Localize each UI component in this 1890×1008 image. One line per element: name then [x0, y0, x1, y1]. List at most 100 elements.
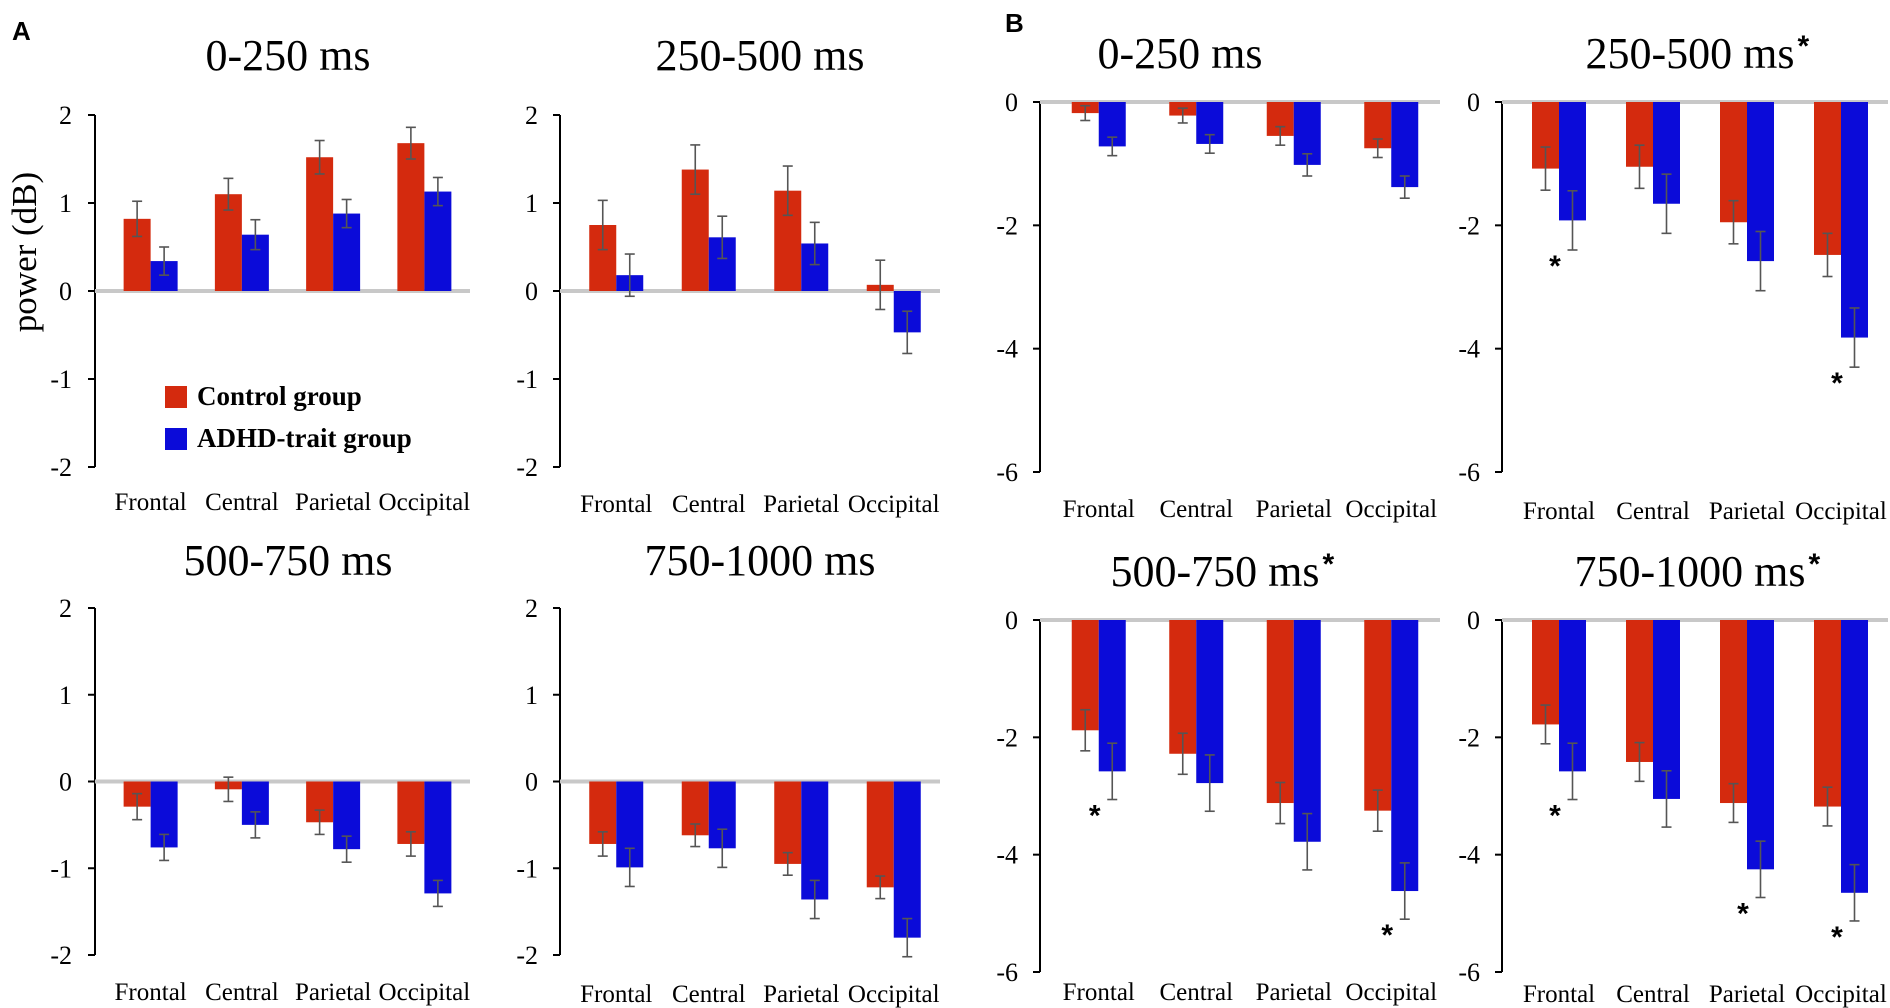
panel-label-b: B	[1005, 8, 1024, 38]
significance-asterisk: *	[1831, 921, 1843, 954]
y-tick-label: -2	[516, 453, 538, 482]
bar-control	[1266, 620, 1294, 804]
bar-adhd	[424, 191, 452, 291]
y-tick-label: -2	[996, 723, 1018, 752]
y-tick-label: -2	[1458, 723, 1480, 752]
x-category-label: Frontal	[115, 489, 187, 516]
title-significance-asterisk: *	[1323, 548, 1335, 581]
title-significance-asterisk: *	[1809, 548, 1821, 581]
x-category-label: Occipital	[1345, 979, 1437, 1006]
x-category-label: Occipital	[379, 979, 471, 1006]
chart-3: 500-750 ms 2 1 0 -1 -2 Frontal Central Parietal O…	[50, 536, 470, 1006]
bar-control	[1626, 620, 1653, 762]
x-category-label: Central	[672, 491, 746, 518]
significance-asterisk: *	[1549, 250, 1561, 283]
x-category-label: Central	[205, 489, 279, 516]
bar-adhd	[424, 781, 452, 894]
x-category-label: Parietal	[1256, 496, 1332, 523]
x-category-label: Parietal	[295, 489, 371, 516]
bar-adhd	[1653, 620, 1680, 799]
chart-title: 0-250 ms	[1098, 29, 1263, 78]
y-tick-label: 2	[59, 101, 72, 130]
x-category-label: Occipital	[1345, 496, 1437, 523]
bar-adhd	[893, 781, 921, 938]
chart-title: 500-750 ms	[184, 536, 393, 585]
y-tick-label: 1	[525, 189, 538, 218]
legend-swatch-control	[165, 386, 187, 408]
y-tick-label: -1	[516, 854, 538, 883]
chart-title: 250-500 ms	[1586, 29, 1795, 78]
bar-control	[397, 143, 425, 291]
bar-adhd	[1391, 102, 1419, 188]
bar-control	[1169, 620, 1197, 754]
y-tick-label: -2	[50, 941, 72, 970]
legend-label: ADHD-trait group	[197, 423, 412, 453]
bar-adhd	[1747, 620, 1774, 870]
chart-title: 250-500 ms	[656, 31, 865, 80]
y-tick-label: 0	[59, 277, 72, 306]
bar-control	[866, 781, 894, 888]
x-category-label: Parietal	[1709, 981, 1785, 1008]
bar-control	[1814, 620, 1841, 807]
x-category-label: Parietal	[1256, 979, 1332, 1006]
y-tick-label: 0	[1467, 606, 1480, 635]
y-tick-label: 0	[59, 768, 72, 797]
panel-label-a: A	[12, 16, 31, 46]
legend: Control group ADHD-trait group	[165, 381, 412, 453]
x-category-label: Frontal	[1523, 981, 1595, 1008]
y-tick-label: 0	[525, 768, 538, 797]
y-tick-label: -1	[50, 854, 72, 883]
title-significance-asterisk: *	[1798, 30, 1810, 63]
bar-adhd	[1293, 620, 1321, 842]
x-category-label: Occipital	[1795, 981, 1887, 1008]
y-tick-label: 0	[525, 277, 538, 306]
y-tick-label: -1	[50, 365, 72, 394]
y-tick-label: -4	[996, 841, 1018, 870]
bar-control	[1814, 102, 1841, 255]
chart-title: 750-1000 ms	[645, 536, 876, 585]
y-tick-label: -4	[996, 335, 1018, 364]
x-category-label: Central	[205, 979, 279, 1006]
x-category-label: Central	[1616, 981, 1690, 1008]
x-category-label: Parietal	[763, 981, 839, 1008]
legend-swatch-adhd	[165, 428, 187, 450]
bar-control	[774, 781, 802, 864]
y-tick-label: 2	[525, 101, 538, 130]
y-tick-label: -6	[1458, 958, 1480, 987]
y-tick-label: 1	[59, 189, 72, 218]
y-tick-label: -6	[996, 458, 1018, 487]
x-category-label: Central	[672, 981, 746, 1008]
significance-asterisk: *	[1549, 800, 1561, 833]
bar-adhd	[1841, 620, 1868, 893]
y-tick-label: -4	[1458, 335, 1480, 364]
x-category-label: Frontal	[1523, 498, 1595, 525]
y-tick-label: 2	[525, 594, 538, 623]
y-tick-label: -2	[996, 211, 1018, 240]
y-tick-label: 2	[59, 594, 72, 623]
x-category-label: Central	[1159, 496, 1233, 523]
chart-1: 0-250 ms 2 1 0 -1 -2 Frontal Central Parietal Occ…	[50, 31, 470, 516]
x-category-label: Parietal	[763, 491, 839, 518]
x-category-label: Occipital	[848, 491, 940, 518]
x-category-label: Occipital	[1795, 498, 1887, 525]
x-category-label: Occipital	[848, 981, 940, 1008]
significance-asterisk: *	[1737, 897, 1749, 930]
chart-4: 750-1000 ms 2 1 0 -1 -2 Frontal Central Parietal…	[516, 536, 940, 1008]
y-tick-label: -6	[996, 958, 1018, 987]
chart-title: 500-750 ms	[1111, 547, 1320, 596]
y-tick-label: -2	[50, 453, 72, 482]
chart-title: 0-250 ms	[206, 31, 371, 80]
significance-asterisk: *	[1089, 800, 1101, 833]
y-tick-label: 1	[59, 681, 72, 710]
y-tick-label: 0	[1005, 606, 1018, 635]
chart-5: 0-250 ms 0 -2 -4 -6 Frontal Central Parietal Occ…	[996, 29, 1440, 523]
y-tick-label: -1	[516, 365, 538, 394]
bar-adhd	[1391, 620, 1419, 892]
bar-adhd	[1841, 102, 1868, 338]
y-tick-label: 0	[1467, 88, 1480, 117]
y-tick-label: -4	[1458, 841, 1480, 870]
x-category-label: Frontal	[580, 491, 652, 518]
x-category-label: Occipital	[379, 489, 471, 516]
